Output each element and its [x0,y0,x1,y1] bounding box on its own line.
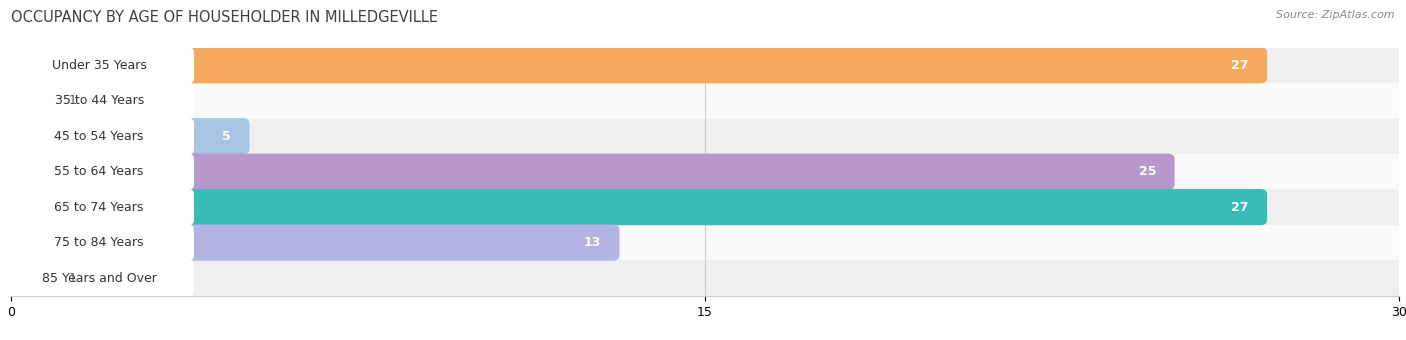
FancyBboxPatch shape [4,83,65,119]
FancyBboxPatch shape [0,118,194,155]
FancyBboxPatch shape [4,118,249,154]
Bar [11,260,1399,296]
Text: OCCUPANCY BY AGE OF HOUSEHOLDER IN MILLEDGEVILLE: OCCUPANCY BY AGE OF HOUSEHOLDER IN MILLE… [11,10,439,25]
FancyBboxPatch shape [0,189,194,226]
Text: 5: 5 [222,130,231,143]
FancyBboxPatch shape [0,47,194,84]
FancyBboxPatch shape [0,224,194,261]
Text: 45 to 54 Years: 45 to 54 Years [55,130,143,143]
Bar [11,189,1399,225]
FancyBboxPatch shape [4,47,1267,83]
FancyBboxPatch shape [4,224,620,261]
Bar [11,225,1399,260]
Text: Source: ZipAtlas.com: Source: ZipAtlas.com [1277,10,1395,20]
Bar [11,83,1399,119]
Text: 27: 27 [1232,59,1249,72]
FancyBboxPatch shape [4,154,1174,190]
FancyBboxPatch shape [0,260,194,296]
FancyBboxPatch shape [0,82,194,119]
FancyBboxPatch shape [4,260,65,296]
Text: 65 to 74 Years: 65 to 74 Years [55,201,143,214]
Bar [11,119,1399,154]
Text: 13: 13 [583,236,600,249]
Text: Under 35 Years: Under 35 Years [52,59,146,72]
Text: 55 to 64 Years: 55 to 64 Years [55,165,143,178]
Text: 35 to 44 Years: 35 to 44 Years [55,94,143,107]
Bar [11,154,1399,189]
FancyBboxPatch shape [4,189,1267,225]
Text: 85 Years and Over: 85 Years and Over [42,272,156,285]
Text: 27: 27 [1232,201,1249,214]
Text: 1: 1 [69,94,77,107]
Bar [11,48,1399,83]
Text: 75 to 84 Years: 75 to 84 Years [55,236,143,249]
Text: 25: 25 [1139,165,1156,178]
Text: 1: 1 [69,272,77,285]
FancyBboxPatch shape [0,153,194,190]
